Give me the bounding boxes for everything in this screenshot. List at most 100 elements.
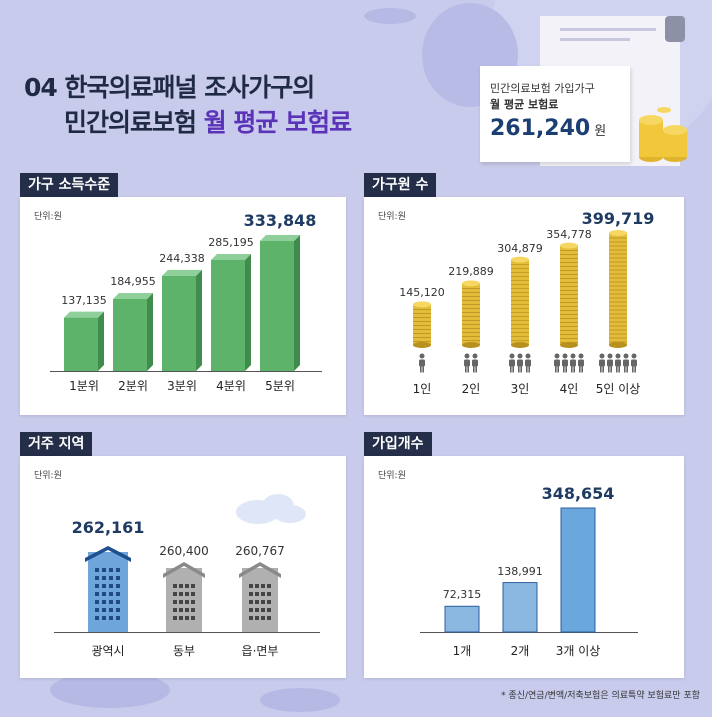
building-window [109, 608, 113, 612]
bar [560, 507, 596, 633]
person-icon [419, 353, 425, 359]
building-window [95, 608, 99, 612]
building-window [179, 600, 183, 604]
person-icon [623, 359, 629, 367]
building-window [173, 616, 177, 620]
person-icon [624, 366, 626, 373]
bar-top [162, 269, 202, 276]
building-window [255, 600, 259, 604]
building-window [249, 616, 253, 620]
building-window [249, 608, 253, 612]
person-icon [626, 366, 628, 373]
building-window [173, 608, 177, 612]
bar-value-label: 138,991 [497, 564, 543, 578]
building-window [109, 584, 113, 588]
building-window [255, 608, 259, 612]
category-label: 3개 이상 [555, 644, 601, 658]
building-window [267, 616, 271, 620]
person-icon [600, 366, 602, 373]
bar-value-label: 333,848 [243, 211, 317, 230]
building-window [116, 600, 120, 604]
summary-amount: 261,240 [490, 116, 591, 141]
building [88, 552, 128, 632]
bar-value-label: 348,654 [541, 484, 615, 503]
building-window [185, 616, 189, 620]
coin-value-label: 399,719 [581, 209, 655, 228]
building-window [255, 616, 259, 620]
coin-bottom [413, 342, 431, 348]
building-window [102, 576, 106, 580]
person-icon [554, 353, 560, 359]
building-window [191, 600, 195, 604]
region-chart-panel: 단위:원 262,161 광역시 260,400 동부 260,767 읍·면부 [20, 456, 346, 678]
bar-value-label: 184,955 [110, 274, 156, 288]
bar-top [113, 292, 153, 299]
category-label: 5분위 [265, 379, 295, 393]
building-window [267, 608, 271, 612]
household-chart-panel: 단위:원 145,120 1인 219,889 2인 304,879 3인 354,778 4… [364, 197, 684, 415]
building-window [116, 584, 120, 588]
person-icon [570, 359, 576, 367]
building-window [116, 616, 120, 620]
building-window [185, 592, 189, 596]
bar [211, 259, 245, 371]
building-window [95, 584, 99, 588]
coin-stack-icon [639, 107, 687, 162]
building-window [267, 592, 271, 596]
person-icon [465, 366, 467, 373]
building-window [109, 600, 113, 604]
income-chart-title: 가구 소득수준 [20, 173, 119, 197]
building-window [261, 616, 265, 620]
building-window [102, 584, 106, 588]
building-window [102, 568, 106, 572]
coin-top [413, 301, 431, 308]
summary-value: 261,240 원 [490, 116, 606, 141]
coin-top [560, 242, 578, 249]
building-window [116, 608, 120, 612]
policies-bars [444, 507, 596, 633]
person-icon [464, 359, 470, 367]
category-label: 2분위 [118, 379, 148, 393]
person-icon [526, 366, 528, 373]
policies-chart-title: 가입개수 [364, 432, 432, 456]
building-window [109, 568, 113, 572]
building-window [249, 592, 253, 596]
person-icon [419, 359, 425, 367]
person-icon [616, 366, 618, 373]
coin-top [609, 230, 627, 236]
person-icon [602, 366, 604, 373]
coin-top [511, 256, 529, 263]
coin-stack [462, 283, 480, 345]
person-icon [420, 366, 422, 373]
category-label: 2인 [461, 382, 481, 396]
income-unit-label: 단위:원 [34, 212, 62, 222]
coin-decoration [50, 672, 170, 708]
person-icon [618, 366, 620, 373]
building-roof [85, 546, 131, 562]
person-icon [528, 366, 530, 373]
building-window [191, 608, 195, 612]
building-roof [239, 562, 281, 578]
category-label: 2개 [510, 644, 530, 658]
coin-decoration [364, 8, 416, 24]
coin-bottom [609, 342, 627, 348]
person-icon [562, 359, 568, 367]
region-axis [54, 632, 320, 633]
building-window [261, 608, 265, 612]
person-icon [631, 353, 637, 359]
bar [502, 582, 538, 633]
person-icon [512, 366, 514, 373]
policies-chart-panel: 단위:원 72,315 1개 138,991 2개 348,654 3개 이상 [364, 456, 684, 678]
building-window [179, 616, 183, 620]
region-value-label: 260,400 [159, 544, 209, 558]
coin-top [462, 280, 480, 287]
building-window [185, 608, 189, 612]
bar-value-label: 244,338 [159, 251, 205, 265]
coin-decoration [260, 688, 340, 712]
coin-bottom [462, 342, 480, 348]
person-icon [475, 366, 477, 373]
bar-side [147, 292, 153, 371]
summary-unit: 원 [594, 124, 607, 139]
receipt-line [560, 28, 656, 31]
title-highlight: 월 평균 보험료 [203, 108, 352, 137]
